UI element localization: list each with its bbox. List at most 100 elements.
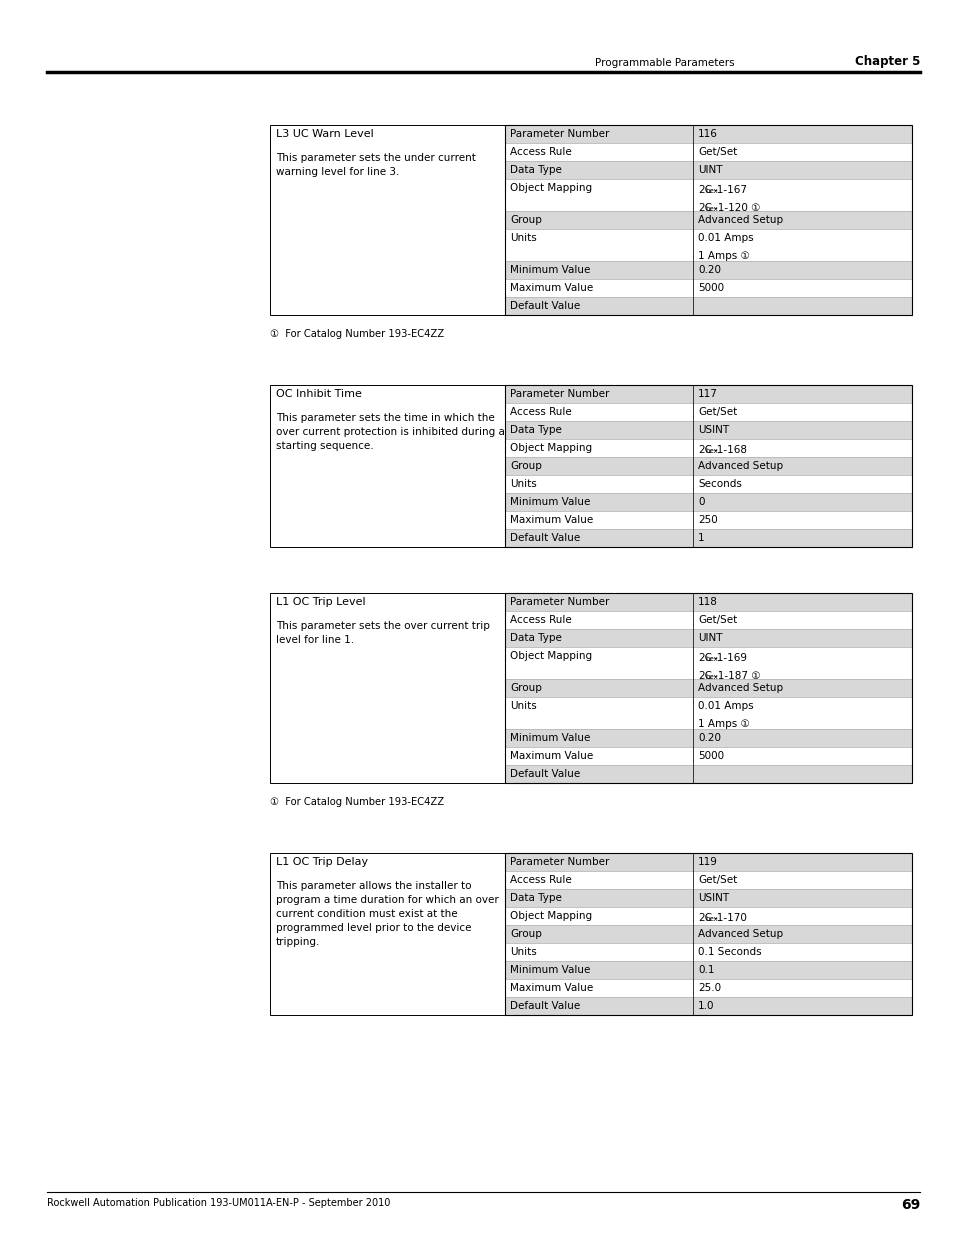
Bar [504, 493, 692, 511]
Text: hex: hex [705, 448, 718, 454]
Text: -1-187 ①: -1-187 ① [713, 671, 760, 680]
Bar [504, 385, 911, 547]
Text: 0.20: 0.20 [698, 734, 720, 743]
Text: 116: 116 [698, 128, 717, 140]
Bar [692, 906, 911, 925]
Bar [270, 385, 504, 547]
Text: Default Value: Default Value [510, 301, 579, 311]
Bar [504, 944, 692, 961]
Text: Parameter Number: Parameter Number [510, 597, 609, 606]
Bar [692, 211, 911, 228]
Bar [270, 853, 504, 1015]
Bar [504, 143, 692, 161]
Bar [692, 493, 911, 511]
Bar [504, 403, 692, 421]
Text: Advanced Setup: Advanced Setup [698, 683, 782, 693]
Text: Data Type: Data Type [510, 165, 561, 175]
Bar [504, 279, 692, 296]
Bar [692, 475, 911, 493]
Text: 1 Amps ①: 1 Amps ① [698, 719, 749, 729]
Bar [504, 511, 692, 529]
Text: Get/Set: Get/Set [698, 408, 737, 417]
Text: 1 Amps ①: 1 Amps ① [698, 251, 749, 261]
Text: hex: hex [705, 674, 718, 680]
Bar [692, 747, 911, 764]
Text: -1-168: -1-168 [713, 445, 747, 454]
Text: hex: hex [705, 656, 718, 662]
Bar [692, 853, 911, 871]
Bar [692, 421, 911, 438]
Text: Maximum Value: Maximum Value [510, 983, 593, 993]
Text: Object Mapping: Object Mapping [510, 443, 592, 453]
Text: Rockwell Automation Publication 193-UM011A-EN-P - September 2010: Rockwell Automation Publication 193-UM01… [47, 1198, 390, 1208]
Text: 2C: 2C [698, 185, 711, 195]
Text: Get/Set: Get/Set [698, 876, 737, 885]
Bar [692, 729, 911, 747]
Bar [692, 125, 911, 143]
Text: USINT: USINT [698, 893, 728, 903]
Bar [504, 629, 692, 647]
Bar [692, 593, 911, 611]
Bar [692, 279, 911, 296]
Bar [692, 179, 911, 211]
Text: hex: hex [705, 188, 718, 194]
Text: Default Value: Default Value [510, 769, 579, 779]
Bar [692, 296, 911, 315]
Text: 25.0: 25.0 [698, 983, 720, 993]
Bar [692, 457, 911, 475]
Bar [270, 125, 504, 315]
Bar [692, 871, 911, 889]
Bar [692, 161, 911, 179]
Bar [692, 925, 911, 944]
Bar [692, 679, 911, 697]
Bar [504, 593, 911, 783]
Text: -1-167: -1-167 [713, 185, 747, 195]
Text: Minimum Value: Minimum Value [510, 965, 590, 974]
Bar [504, 853, 692, 871]
Text: Parameter Number: Parameter Number [510, 857, 609, 867]
Text: This parameter sets the over current trip
level for line 1.: This parameter sets the over current tri… [275, 621, 489, 645]
Bar [692, 764, 911, 783]
Text: Data Type: Data Type [510, 634, 561, 643]
Bar [504, 179, 692, 211]
Bar [692, 261, 911, 279]
Bar [504, 385, 692, 403]
Bar [692, 944, 911, 961]
Text: 118: 118 [698, 597, 717, 606]
Text: L1 OC Trip Delay: L1 OC Trip Delay [275, 857, 368, 867]
Text: Units: Units [510, 233, 537, 243]
Text: Minimum Value: Minimum Value [510, 734, 590, 743]
Bar [692, 889, 911, 906]
Text: This parameter sets the under current
warning level for line 3.: This parameter sets the under current wa… [275, 153, 476, 177]
Text: Advanced Setup: Advanced Setup [698, 461, 782, 471]
Text: UINT: UINT [698, 634, 721, 643]
Text: Data Type: Data Type [510, 893, 561, 903]
Text: Access Rule: Access Rule [510, 615, 571, 625]
Text: UINT: UINT [698, 165, 721, 175]
Bar [504, 853, 911, 1015]
Bar [692, 385, 911, 403]
Text: Object Mapping: Object Mapping [510, 183, 592, 193]
Bar [692, 697, 911, 729]
Text: Data Type: Data Type [510, 425, 561, 435]
Bar [504, 475, 692, 493]
Text: 2C: 2C [698, 203, 711, 212]
Bar [692, 629, 911, 647]
Text: Object Mapping: Object Mapping [510, 651, 592, 661]
Bar [504, 997, 692, 1015]
Text: 0.1: 0.1 [698, 965, 714, 974]
Text: 2C: 2C [698, 671, 711, 680]
Text: 5000: 5000 [698, 283, 723, 293]
Bar [692, 979, 911, 997]
Bar [504, 647, 692, 679]
Text: ①  For Catalog Number 193-EC4ZZ: ① For Catalog Number 193-EC4ZZ [270, 329, 444, 338]
Text: Programmable Parameters: Programmable Parameters [595, 58, 734, 68]
Text: Seconds: Seconds [698, 479, 741, 489]
Text: OC Inhibit Time: OC Inhibit Time [275, 389, 361, 399]
Bar [504, 261, 692, 279]
Bar [504, 211, 692, 228]
Bar [504, 529, 692, 547]
Text: Group: Group [510, 929, 541, 939]
Bar [692, 611, 911, 629]
Text: USINT: USINT [698, 425, 728, 435]
